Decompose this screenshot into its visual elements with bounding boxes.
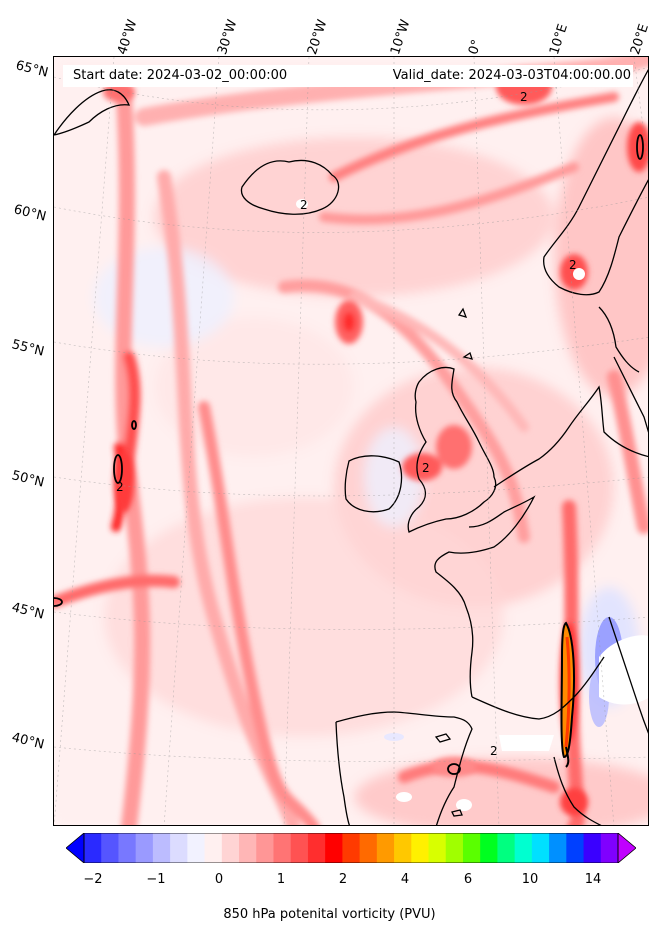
colorbar-tick: −2 (83, 872, 103, 887)
lon-label-20e: 20°E (628, 22, 652, 57)
iberia-coast (335, 711, 473, 825)
france-coast (434, 495, 536, 698)
colorbar-cell (462, 833, 481, 863)
info-bar: Start date: 2024-03-02_00:00:00 Valid_da… (63, 65, 633, 87)
lat-label-50n: 50°N (10, 468, 46, 491)
colorbar-cell (239, 833, 257, 863)
colorbar-tick: 10 (521, 872, 539, 887)
colorbar-cell (204, 833, 223, 863)
lat-label-40n: 40°N (10, 730, 46, 753)
colorbar-cell (135, 833, 154, 863)
colorbar-tick: 4 (400, 872, 410, 887)
pv-core-mediterranean (560, 621, 575, 768)
colorbar-cell (273, 833, 292, 863)
contour-label: 2 (116, 480, 124, 494)
contour-labels: 2 2 2 2 2 2 (116, 90, 577, 758)
colorbar-cell (549, 833, 567, 863)
colorbar-max-extend (617, 833, 636, 863)
colorbar-cell (376, 833, 395, 863)
lon-label-20w: 20°W (305, 17, 331, 57)
contour-label: 2 (520, 90, 528, 104)
lon-label-10e: 10°E (547, 22, 571, 57)
map-panel[interactable]: 2 2 2 2 2 2 Start date: 2024-03-02_00:00… (53, 56, 649, 826)
lat-label-60n: 60°N (12, 202, 48, 225)
lon-label-40w: 40°W (115, 17, 141, 57)
colorbar-cell (101, 833, 119, 863)
colorbar-tick: 6 (463, 872, 473, 887)
colorbar-cell (256, 833, 274, 863)
mediterranean-coast (471, 656, 605, 720)
colorbar-tick: 14 (584, 872, 602, 887)
pv-field-map: 2 2 2 2 2 2 (54, 57, 648, 825)
colorbar-cell (394, 833, 412, 863)
colorbar-cell (170, 833, 188, 863)
contour-label: 2 (422, 461, 430, 475)
pv-shading-broad (54, 57, 648, 825)
colorbar-cell (566, 833, 585, 863)
lon-label-10w: 10°W (388, 17, 414, 57)
lat-label-45n: 45°N (10, 600, 46, 623)
graticule (54, 57, 648, 825)
italy-coast (608, 616, 648, 734)
ireland-coast (344, 455, 403, 513)
greenland-coast (54, 89, 131, 136)
colorbar-cell (118, 833, 137, 863)
great-britain-coast (407, 366, 497, 533)
colorbar-tick: 2 (338, 872, 348, 887)
colorbar-cell (221, 833, 240, 863)
colorbar-label: 850 hPa potenital vorticity (PVU) (223, 907, 436, 922)
colorbar-cell (583, 833, 602, 863)
valid-date-label: Valid_date: 2024-03-03T04:00:00.00 (392, 68, 631, 83)
iceland-coast (240, 159, 340, 215)
colorbar-cell (445, 833, 464, 863)
colorbar-cell (600, 833, 619, 863)
colorbar-cell (531, 833, 550, 863)
colorbar-cell (428, 833, 447, 863)
contour-label: 2 (569, 258, 577, 272)
colorbar-cell (84, 833, 102, 863)
colorbar-cell (152, 833, 171, 863)
colorbar-tick: 1 (276, 872, 286, 887)
coastlines (54, 69, 648, 825)
colorbar-cell (480, 833, 498, 863)
contour-label: 2 (490, 744, 498, 758)
colorbar-tick: −1 (146, 872, 166, 887)
colorbar-cell (342, 833, 361, 863)
colorbar-cell (290, 833, 309, 863)
colorbar-min-extend (66, 833, 85, 863)
colorbar-cell (325, 833, 343, 863)
colorbar-cell (307, 833, 326, 863)
start-date-label: Start date: 2024-03-02_00:00:00 (73, 68, 288, 83)
colorbar-cell (497, 833, 516, 863)
colorbar-cell (514, 833, 533, 863)
pv2-contours (54, 134, 644, 775)
colorbar-cell (187, 833, 206, 863)
colorbar-tick: 0 (214, 872, 224, 887)
lon-label-30w: 30°W (215, 17, 241, 57)
colorbar-cell (411, 833, 430, 863)
colorbar-cell (359, 833, 378, 863)
lon-label-0: 0° (466, 37, 485, 57)
contour-label: 2 (300, 198, 308, 212)
pv-streamers (54, 57, 648, 825)
scandinavia-coast (543, 69, 648, 296)
lat-label-55n: 55°N (10, 337, 46, 360)
colorbar (66, 833, 636, 863)
europe-north-coast (493, 385, 648, 488)
lat-label-65n: 65°N (14, 58, 50, 81)
